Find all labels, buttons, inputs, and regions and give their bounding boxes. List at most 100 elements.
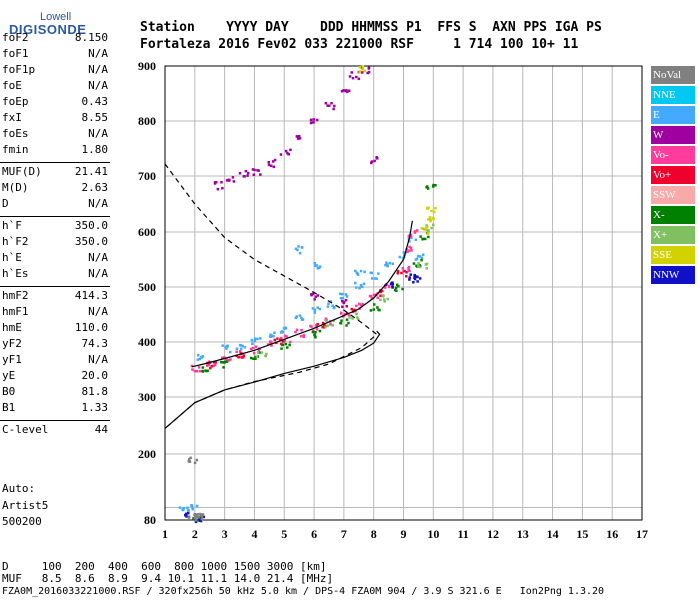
echo-point-e bbox=[313, 311, 316, 314]
parameter-row: foF1p N/A bbox=[2, 63, 108, 79]
echo-point-vo- bbox=[407, 249, 411, 252]
echo-point-nnw bbox=[185, 515, 188, 518]
echo-point-x- bbox=[197, 519, 200, 522]
echo-point-vo- bbox=[240, 356, 244, 359]
echo-point-x- bbox=[427, 229, 430, 232]
echo-point-x- bbox=[395, 289, 398, 292]
echo-point-vo- bbox=[407, 235, 410, 238]
echo-point-sse bbox=[358, 66, 362, 69]
echo-point-x- bbox=[255, 355, 259, 358]
echo-point-w bbox=[366, 71, 369, 75]
echo-point-sse bbox=[427, 218, 430, 221]
echo-point-nnw bbox=[413, 277, 417, 281]
header-labels: Station YYYY DAY DDD HHMMSS P1 FFS S AXN… bbox=[140, 20, 602, 35]
echo-point-nnw bbox=[187, 511, 190, 515]
echo-point-e bbox=[221, 344, 224, 347]
echo-point-vo- bbox=[281, 340, 285, 343]
echo-point-vo- bbox=[257, 349, 261, 352]
echo-point-e bbox=[418, 255, 422, 258]
echo-point-w bbox=[284, 149, 288, 153]
echo-point-nnw bbox=[413, 276, 416, 279]
parameter-row: h`E N/A bbox=[2, 251, 108, 267]
echo-point-vo- bbox=[315, 328, 319, 331]
echo-point-vo- bbox=[295, 328, 299, 332]
echo-point-vo- bbox=[368, 294, 372, 298]
echo-point-e bbox=[251, 342, 254, 346]
echo-point-nnw bbox=[416, 280, 419, 283]
echo-point-sse bbox=[429, 219, 432, 223]
echo-point-vo- bbox=[321, 321, 325, 325]
echo-point-w bbox=[309, 118, 313, 122]
echo-point-vo- bbox=[415, 229, 419, 232]
echo-point-vo- bbox=[276, 337, 279, 340]
echo-point-x- bbox=[224, 360, 227, 364]
echo-point-vo- bbox=[266, 343, 270, 346]
logo-line1: Lowell bbox=[40, 11, 72, 23]
parameter-row: yF1 N/A bbox=[2, 353, 108, 369]
echo-point-vo- bbox=[407, 267, 410, 270]
echo-point-x- bbox=[357, 317, 360, 321]
echo-point-w bbox=[332, 107, 335, 111]
echo-point-e bbox=[402, 251, 405, 254]
parameter-value: 0.43 bbox=[81, 95, 109, 108]
echo-point-vo- bbox=[396, 269, 400, 273]
echo-point-e bbox=[186, 506, 189, 509]
echo-point-e bbox=[200, 355, 203, 359]
echo-point-vo- bbox=[379, 294, 382, 297]
echo-point-w bbox=[330, 102, 333, 105]
parameter-value: 74.3 bbox=[81, 337, 109, 350]
footer-muf-row: MUF 8.5 8.6 8.9 9.4 10.1 11.1 14.0 21.4 … bbox=[2, 572, 334, 585]
legend-item-nnw: NNW bbox=[651, 266, 695, 284]
echo-point-x- bbox=[256, 351, 260, 354]
parameter-row: foF1 N/A bbox=[2, 47, 108, 63]
x-tick-label: 15 bbox=[576, 527, 588, 541]
echo-point-noval bbox=[195, 458, 199, 462]
echo-point-vo- bbox=[299, 335, 303, 338]
parameter-value: N/A bbox=[88, 267, 108, 280]
echo-point-w bbox=[273, 158, 277, 162]
legend-item-vo-: Vo- bbox=[651, 146, 695, 164]
echo-point-w bbox=[216, 187, 220, 191]
echo-point-x- bbox=[222, 366, 225, 369]
echo-point-x- bbox=[192, 516, 195, 520]
echo-point-e bbox=[359, 269, 363, 273]
echo-point-x- bbox=[383, 298, 386, 301]
echo-point-vo- bbox=[408, 245, 411, 249]
echo-point-e bbox=[398, 255, 402, 259]
echo-point-vo- bbox=[406, 250, 409, 254]
echo-point-vo- bbox=[347, 314, 351, 317]
parameter-name: C-level bbox=[2, 423, 49, 436]
x-tick-label: 2 bbox=[192, 527, 198, 541]
legend-item-x-: X- bbox=[651, 206, 695, 224]
echo-point-e bbox=[329, 300, 332, 303]
echo-point-w bbox=[271, 160, 275, 163]
echo-point-x- bbox=[383, 300, 386, 303]
echo-point-vo- bbox=[302, 335, 306, 339]
echo-point-w bbox=[247, 171, 250, 175]
x-tick-label: 14 bbox=[547, 527, 559, 541]
echo-point-e bbox=[259, 337, 262, 340]
echo-point-vo- bbox=[197, 366, 201, 369]
echo-point-vo- bbox=[405, 271, 408, 274]
echo-point-vo- bbox=[283, 334, 287, 338]
parameter-row: MUF(D) 21.41 bbox=[2, 165, 108, 181]
echo-point-e bbox=[253, 339, 257, 343]
echo-point-x- bbox=[348, 316, 352, 319]
echo-point-sse bbox=[425, 227, 428, 230]
echo-point-vo- bbox=[407, 269, 411, 272]
echo-point-x- bbox=[396, 283, 399, 287]
parameter-row: fmin 1.80 bbox=[2, 143, 108, 159]
echo-point-e bbox=[256, 337, 259, 341]
legend-item-vo-: Vo+ bbox=[651, 166, 695, 184]
echo-point-x- bbox=[314, 336, 317, 339]
echo-point-x- bbox=[332, 319, 335, 322]
echo-point-e bbox=[333, 306, 336, 309]
echo-point-x- bbox=[201, 369, 204, 373]
echo-point-e bbox=[318, 307, 322, 311]
echo-point-nnw bbox=[408, 276, 411, 279]
echo-point-vo- bbox=[339, 312, 343, 315]
echo-point-vo- bbox=[224, 357, 228, 361]
x-tick-label: 7 bbox=[341, 527, 347, 541]
echo-point-w bbox=[309, 121, 313, 125]
parameter-name: fmin bbox=[2, 143, 29, 156]
